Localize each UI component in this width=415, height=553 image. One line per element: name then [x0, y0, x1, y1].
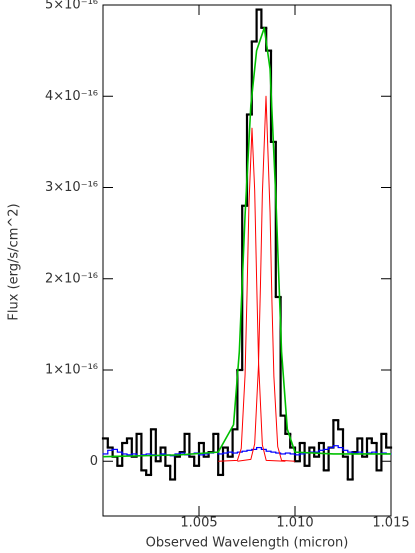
- fit-curve: [218, 127, 286, 462]
- plot-frame: [102, 4, 392, 517]
- x-tick-label: 1.015: [372, 516, 409, 531]
- fit-curve: [237, 95, 296, 462]
- y-axis-label: Flux (erg/s/cm^2): [7, 203, 22, 320]
- step-connector: [106, 9, 388, 480]
- x-tick-label: 1.010: [276, 516, 313, 531]
- x-axis-label: Observed Wavelength (micron): [146, 536, 349, 551]
- y-tick-label: 3×10⁻¹⁶: [45, 180, 98, 195]
- y-tick-label: 1×10⁻¹⁶: [45, 363, 98, 378]
- y-tick-label: 4×10⁻¹⁶: [45, 89, 98, 104]
- y-tick-label: 5×10⁻¹⁶: [45, 0, 98, 13]
- x-tick-label: 1.005: [180, 516, 217, 531]
- y-tick-label: 0: [90, 454, 98, 469]
- fit-curve: [102, 27, 391, 458]
- y-tick-label: 2×10⁻¹⁶: [45, 271, 98, 286]
